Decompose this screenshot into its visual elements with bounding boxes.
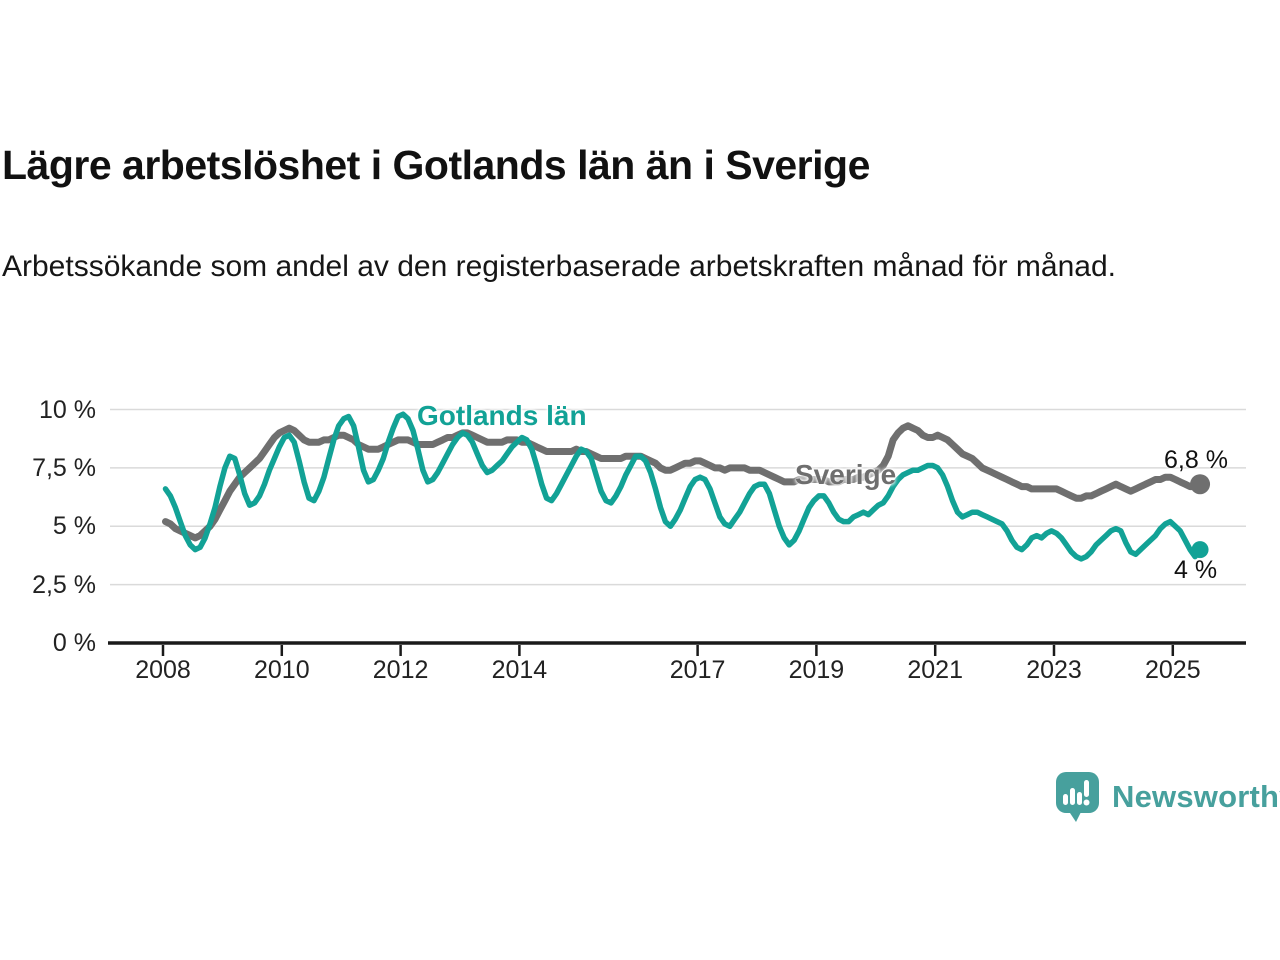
x-tick-label: 2010 xyxy=(253,656,310,684)
x-tick-label: 2021 xyxy=(907,656,963,684)
newsworthy-logo-text: Newsworthy xyxy=(1112,778,1280,814)
end-dot-gotland xyxy=(1191,541,1209,559)
x-tick-label: 2008 xyxy=(135,656,191,684)
x-tick-label: 2017 xyxy=(669,656,726,684)
end-dot-sverige xyxy=(1190,474,1211,495)
series-label-sverige: Sverige xyxy=(795,459,897,490)
x-tick-label: 2025 xyxy=(1144,656,1201,684)
series-line-gotland xyxy=(162,411,1203,562)
chart-title: Lägre arbetslöshet i Gotlands län än i S… xyxy=(2,142,870,188)
series-label-gotland: Gotlands län xyxy=(417,400,587,431)
y-tick-label: 2,5 % xyxy=(32,570,96,599)
y-tick-label: 10 % xyxy=(39,395,96,424)
chart-subtitle: Arbetssökande som andel av den registerb… xyxy=(2,250,1116,283)
x-tick-label: 2023 xyxy=(1026,656,1082,684)
end-value-label-gotland: 4 % xyxy=(1174,556,1218,584)
y-tick-label: 7,5 % xyxy=(32,453,96,482)
newsworthy-logo: Newsworthy xyxy=(1055,771,1280,822)
y-tick-label: 5 % xyxy=(52,512,96,541)
x-tick-label: 2019 xyxy=(788,656,845,684)
end-value-label-sverige: 6,8 % xyxy=(1164,446,1228,474)
y-tick-label: 0 % xyxy=(52,629,96,657)
x-tick-label: 2014 xyxy=(491,656,548,684)
x-tick-label: 2012 xyxy=(372,656,429,684)
newsworthy-logo-icon xyxy=(1056,772,1099,822)
